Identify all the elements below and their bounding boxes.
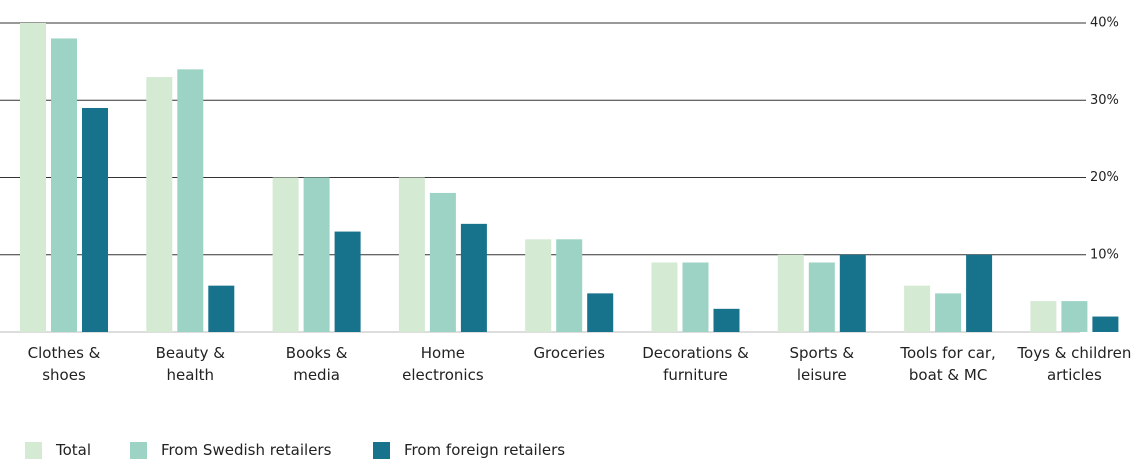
bar [272, 177, 299, 332]
bar [460, 223, 487, 332]
x-tick-label: Books & media [285, 344, 348, 384]
bar [177, 69, 204, 332]
bar [334, 231, 361, 332]
bar [398, 177, 425, 332]
bar [587, 293, 614, 332]
y-tick-label: 20% [1090, 170, 1119, 185]
legend-label: Total [56, 441, 92, 459]
bar [1092, 316, 1119, 332]
bar [935, 293, 962, 332]
bar [1030, 301, 1057, 332]
y-tick-label: 30% [1090, 93, 1119, 108]
bar [82, 107, 108, 332]
bar [51, 38, 77, 332]
bar [525, 239, 552, 332]
x-tick-label: Beauty & health [155, 344, 226, 384]
bar [556, 239, 583, 332]
legend-swatch [373, 441, 390, 459]
bar [966, 254, 993, 332]
legend-item: Total [25, 441, 91, 459]
x-tick-label: Toys & children articles [1017, 344, 1132, 384]
bar [208, 285, 235, 332]
bar [1061, 301, 1088, 332]
y-tick-label: 40% [1090, 16, 1119, 31]
x-tick-label: Clothes & shoes [27, 344, 101, 384]
bar [303, 177, 330, 332]
y-tick-label: 10% [1090, 247, 1119, 262]
bar [904, 285, 931, 332]
legend-swatch [25, 441, 42, 459]
x-tick-label: Decorations & furniture [642, 344, 749, 384]
x-tick-label: Home electronics [402, 344, 484, 384]
bar [777, 254, 804, 332]
bar [839, 254, 866, 332]
bar [20, 23, 46, 332]
x-tick-label: Tools for car, boat & MC [900, 344, 996, 384]
bar [651, 262, 678, 332]
bar [429, 192, 456, 332]
legend-swatch [130, 441, 147, 459]
x-tick-label: Groceries [533, 344, 605, 362]
legend-label: From Swedish retailers [161, 441, 332, 459]
bar [808, 262, 835, 332]
bar [713, 308, 740, 332]
x-tick-label: Sports & leisure [789, 344, 855, 384]
legend-item: From foreign retailers [373, 441, 565, 459]
bar [682, 262, 709, 332]
bar [146, 77, 173, 332]
legend-label: From foreign retailers [404, 441, 566, 459]
legend-item: From Swedish retailers [130, 441, 331, 459]
